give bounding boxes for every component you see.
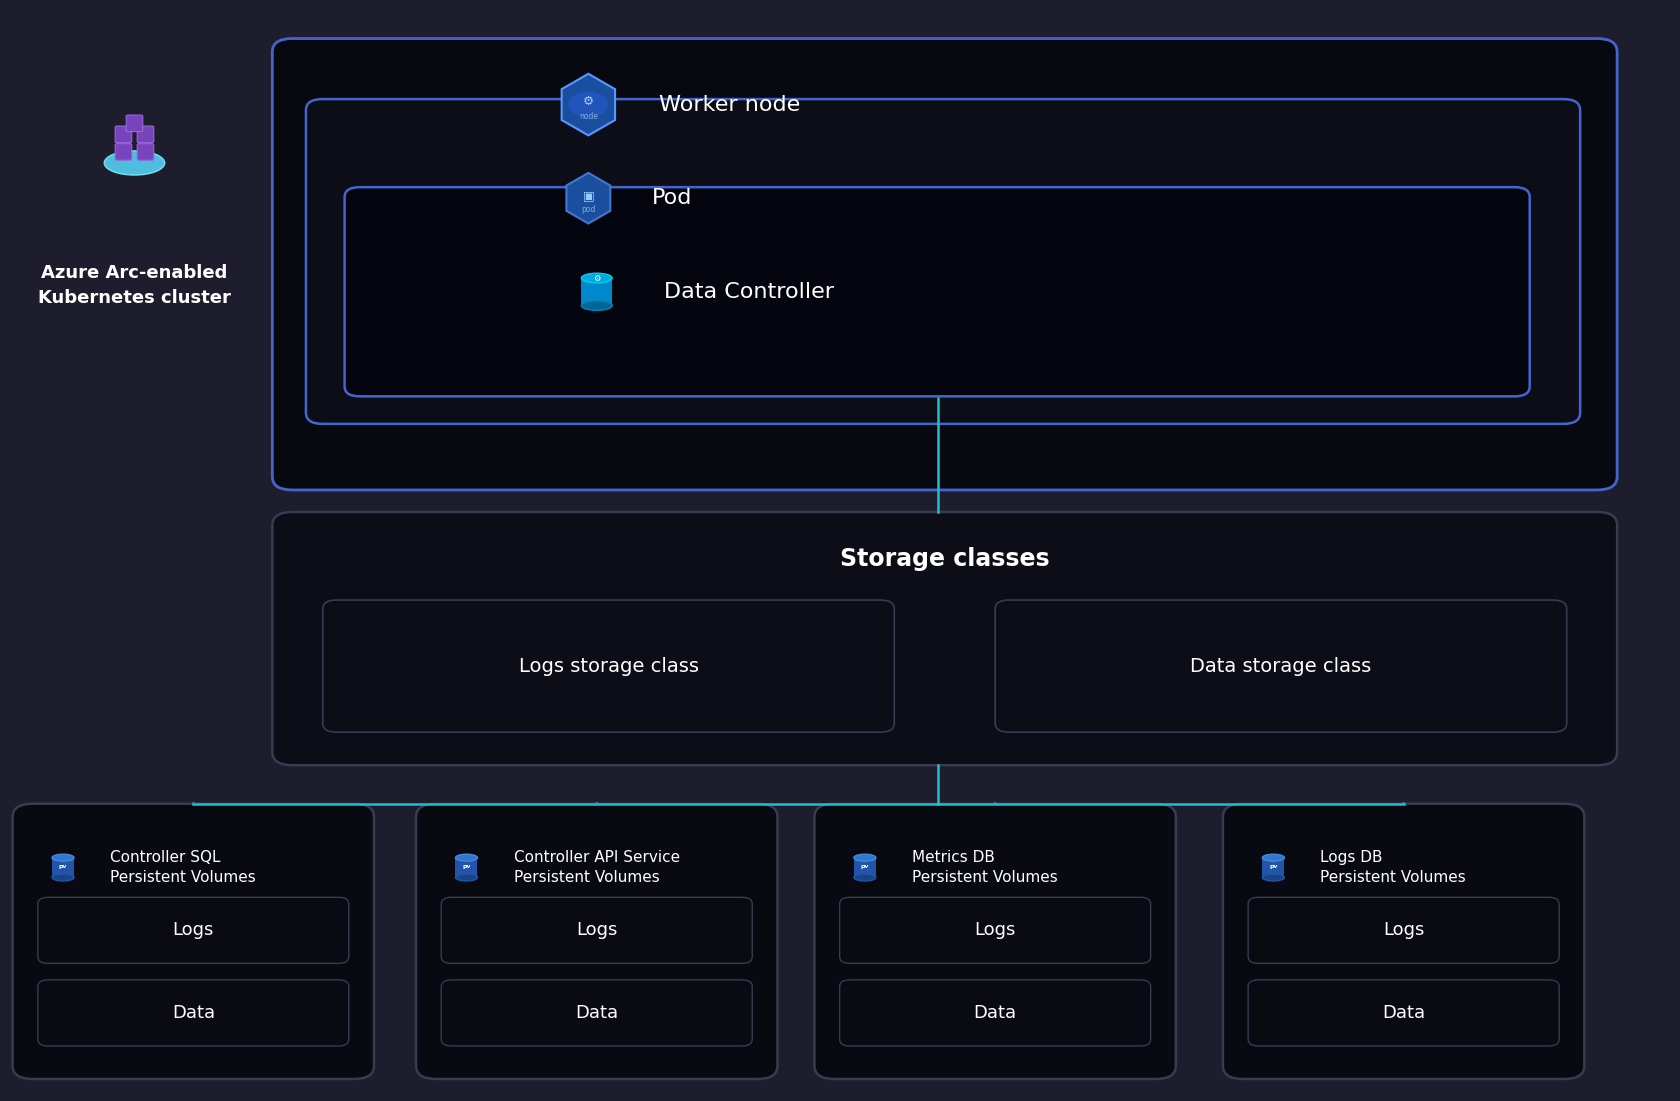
Circle shape [568,91,608,118]
FancyBboxPatch shape [272,39,1616,490]
Text: node: node [578,112,598,121]
FancyBboxPatch shape [138,143,153,160]
FancyBboxPatch shape [39,897,349,963]
Text: Data storage class: Data storage class [1189,656,1371,676]
Ellipse shape [104,151,165,175]
Text: Controller API Service
Persistent Volumes: Controller API Service Persistent Volume… [514,850,679,885]
FancyBboxPatch shape [813,804,1174,1079]
Text: Data: Data [575,1004,618,1022]
Text: Data: Data [171,1004,215,1022]
FancyBboxPatch shape [1247,897,1559,963]
Ellipse shape [1262,874,1284,881]
FancyBboxPatch shape [323,600,894,732]
Text: Logs storage class: Logs storage class [517,656,699,676]
FancyBboxPatch shape [1221,804,1583,1079]
FancyBboxPatch shape [126,116,143,131]
Text: Logs: Logs [173,922,213,939]
Ellipse shape [455,854,477,861]
FancyBboxPatch shape [116,126,131,142]
Text: Data: Data [1381,1004,1425,1022]
Text: Storage classes: Storage classes [840,547,1048,571]
FancyBboxPatch shape [138,126,153,142]
Ellipse shape [52,854,74,861]
Text: Pod: Pod [652,188,692,208]
FancyBboxPatch shape [417,804,776,1079]
Bar [1262,858,1284,877]
Ellipse shape [581,273,612,283]
Bar [581,277,612,305]
FancyBboxPatch shape [995,600,1566,732]
Text: pod: pod [581,205,595,214]
FancyBboxPatch shape [344,187,1529,396]
FancyBboxPatch shape [272,512,1616,765]
Text: ⚙: ⚙ [593,273,600,283]
Ellipse shape [853,874,875,881]
Bar [455,858,477,877]
Text: Logs DB
Persistent Volumes: Logs DB Persistent Volumes [1320,850,1465,885]
FancyBboxPatch shape [13,804,373,1079]
Text: pv: pv [860,864,869,869]
Text: ▣: ▣ [583,189,593,203]
Polygon shape [561,74,615,135]
Text: pv: pv [1268,864,1277,869]
FancyBboxPatch shape [838,897,1149,963]
Ellipse shape [1262,854,1284,861]
FancyBboxPatch shape [440,980,753,1046]
Text: Data: Data [973,1004,1016,1022]
Text: Logs: Logs [576,922,617,939]
Text: Azure Arc-enabled
Kubernetes cluster: Azure Arc-enabled Kubernetes cluster [39,264,230,307]
Polygon shape [566,173,610,224]
Bar [853,858,875,877]
FancyBboxPatch shape [116,143,131,160]
Text: Data Controller: Data Controller [664,282,833,302]
FancyBboxPatch shape [306,99,1579,424]
FancyBboxPatch shape [838,980,1149,1046]
Ellipse shape [455,874,477,881]
FancyBboxPatch shape [1247,980,1559,1046]
Text: Logs: Logs [1383,922,1423,939]
Text: pv: pv [462,864,470,869]
Text: ⚙: ⚙ [583,95,593,108]
Text: Worker node: Worker node [659,95,800,115]
Text: Logs: Logs [974,922,1015,939]
Text: Controller SQL
Persistent Volumes: Controller SQL Persistent Volumes [111,850,255,885]
Ellipse shape [52,874,74,881]
FancyBboxPatch shape [39,980,349,1046]
Bar [52,858,74,877]
Text: pv: pv [59,864,67,869]
Ellipse shape [581,301,612,310]
Ellipse shape [853,854,875,861]
Text: Metrics DB
Persistent Volumes: Metrics DB Persistent Volumes [911,850,1057,885]
FancyBboxPatch shape [440,897,753,963]
